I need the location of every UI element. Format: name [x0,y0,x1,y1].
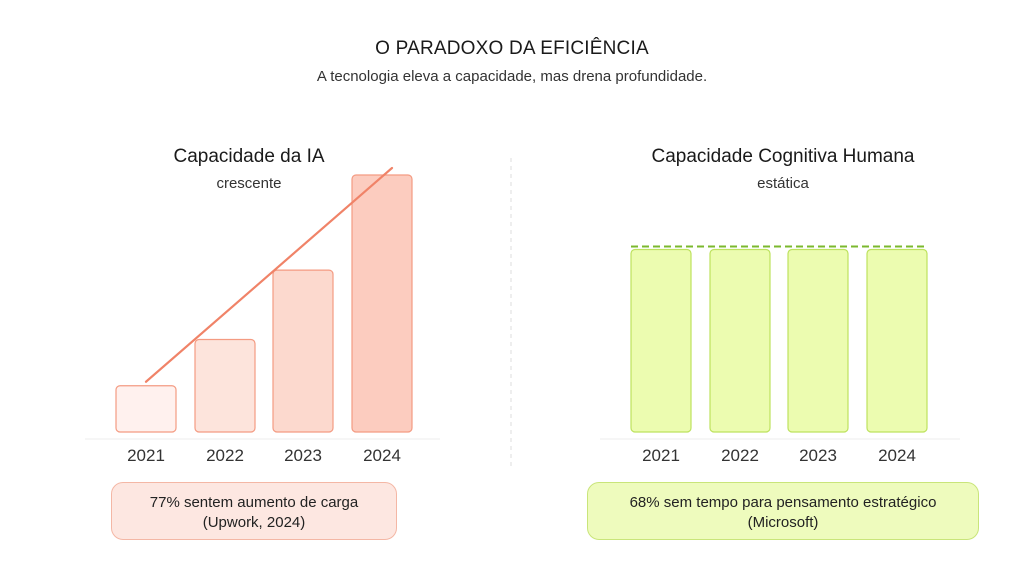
tick-label-2023: 2023 [799,446,837,465]
bar-2024 [866,248,928,433]
page-title: O PARADOXO DA EFICIÊNCIA [375,38,649,59]
bar-2023 [787,248,849,433]
bar-2022 [709,248,771,433]
bar-2022 [194,338,256,433]
chart-subtitle: crescente [216,175,281,192]
tick-label-2021: 2021 [642,446,680,465]
tick-label-2022: 2022 [721,446,759,465]
tick-label-2023: 2023 [284,446,322,465]
tick-label-2022: 2022 [206,446,244,465]
stat-ai-source: (Upwork, 2024) [202,514,306,531]
stat-box-human-time: 68% sem tempo para pensamento estratégic… [587,482,979,540]
page-subtitle: A tecnologia eleva a capacidade, mas dre… [316,68,708,85]
stat-human-source: (Microsoft) [747,514,819,531]
stat-ai-text: 77% sentem aumento de carga [149,494,359,511]
chart-title: Capacidade Cognitiva Humana [652,146,915,167]
bar-2024 [351,174,413,433]
bar-2021 [115,385,177,433]
trend-line [144,166,394,383]
tick-label-2021: 2021 [127,446,165,465]
tick-label-2024: 2024 [363,446,401,465]
chart-title: Capacidade da IA [173,146,324,167]
tick-label-2024: 2024 [878,446,916,465]
stat-box-ai-workload: 77% sentem aumento de carga (Upwork, 202… [111,482,397,540]
bar-2023 [272,269,334,433]
chart-subtitle: estática [757,175,809,192]
bar-2021 [630,248,692,433]
stat-human-text: 68% sem tempo para pensamento estratégic… [629,494,937,511]
